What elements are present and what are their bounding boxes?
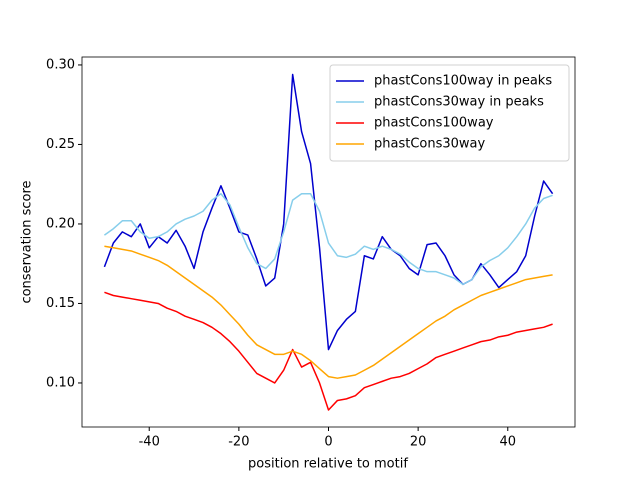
- y-tick-label: 0.30: [46, 57, 75, 72]
- x-tick-label: -20: [228, 435, 249, 450]
- legend-label: phastCons30way in peaks: [374, 95, 544, 110]
- y-tick-label: 0.10: [46, 375, 75, 390]
- series-line: [104, 245, 553, 379]
- y-tick-label: 0.15: [46, 296, 75, 311]
- y-tick-label: 0.20: [46, 216, 75, 231]
- series-line: [103, 192, 553, 286]
- y-tick-label: 0.25: [46, 137, 75, 152]
- x-tick-label: 20: [410, 435, 427, 450]
- x-tick-label: -40: [139, 435, 160, 450]
- series-line: [103, 73, 554, 351]
- x-axis-label: position relative to motif: [248, 457, 408, 472]
- legend-label: phastCons100way: [374, 116, 494, 131]
- legend-box: [329, 64, 570, 162]
- legend-label: phastCons30way: [374, 137, 486, 152]
- y-axis-label: conservation score: [20, 180, 35, 303]
- plot-frame: [81, 56, 576, 428]
- x-tick-label: 40: [499, 435, 516, 450]
- x-tick-label: 0: [324, 435, 332, 450]
- legend-label: phastCons100way in peaks: [374, 74, 552, 89]
- series-line: [104, 291, 553, 411]
